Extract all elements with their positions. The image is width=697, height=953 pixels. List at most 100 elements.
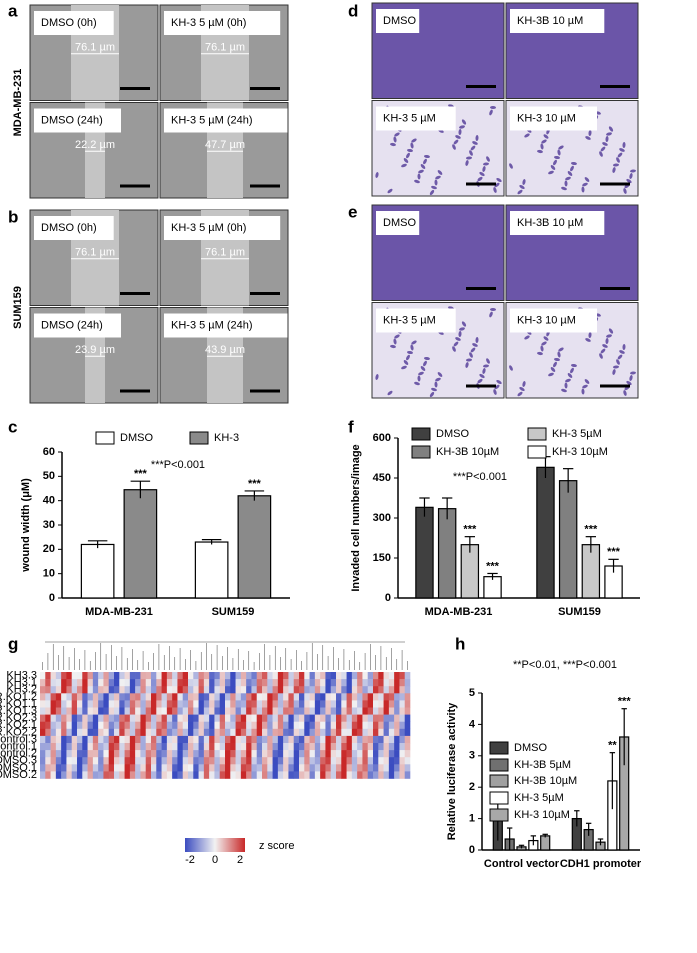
heatmap-cell: [129, 707, 136, 715]
heatmap-cell: [362, 764, 369, 772]
tile-label: KH-3 5 µM (0h): [171, 17, 246, 29]
y-axis-label: wound width (μM): [20, 478, 32, 573]
heatmap-cell: [203, 693, 210, 701]
heatmap-cell: [388, 693, 395, 701]
heatmap-cell: [108, 672, 115, 680]
heatmap-cell: [309, 764, 316, 772]
cell: [470, 145, 476, 151]
heatmap-cell: [182, 686, 189, 694]
cell: [479, 373, 485, 379]
cell: [403, 158, 409, 163]
heatmap-cell: [177, 679, 184, 687]
cell: [588, 332, 592, 338]
heatmap-cell: [198, 700, 205, 708]
heatmap-cell: [193, 743, 199, 751]
cell: [613, 365, 619, 369]
heatmap-cell: [272, 764, 279, 772]
heatmap-cell: [193, 714, 199, 722]
heatmap-cell: [246, 707, 252, 715]
heatmap-cell: [277, 700, 284, 708]
colorbar-label: z score: [259, 840, 294, 852]
heatmap-cell: [61, 771, 67, 779]
heatmap-cell: [378, 757, 384, 765]
heatmap-cell: [82, 750, 88, 758]
heatmap-cell: [145, 728, 152, 737]
heatmap-cell: [214, 686, 221, 694]
heatmap-row-label: DMSO.3: [0, 755, 37, 767]
heatmap-cell: [230, 707, 236, 715]
heatmap-cell: [225, 679, 231, 687]
heatmap-cell: [367, 700, 374, 708]
heatmap-cell: [367, 757, 374, 765]
heatmap-cell: [193, 679, 199, 687]
tile-label: DMSO (0h): [41, 17, 97, 29]
cell: [584, 379, 590, 384]
significance: ***: [618, 696, 632, 708]
heatmap-cell: [351, 764, 358, 772]
heatmap-cell: [388, 743, 395, 751]
cell: [567, 373, 573, 378]
heatmap-cell: [330, 672, 337, 680]
heatmap-cell: [50, 700, 57, 708]
cell: [630, 371, 636, 375]
heatmap-cell: [277, 728, 284, 737]
heatmap-cell: [341, 771, 347, 779]
heatmap-cell: [166, 693, 173, 701]
heatmap-cell: [235, 771, 242, 779]
heatmap-cell: [256, 735, 263, 744]
cell: [553, 361, 557, 368]
heatmap-cell: [177, 728, 184, 737]
panel-letter: f: [348, 417, 354, 436]
heatmap-cell: [256, 679, 263, 687]
cell: [414, 381, 420, 386]
heatmap-cell: [77, 771, 83, 779]
heatmap-cell: [388, 679, 395, 687]
heatmap-cell: [293, 700, 300, 708]
heatmap-cell: [293, 764, 300, 772]
heatmap-cell: [50, 743, 57, 751]
label-box: [164, 108, 288, 133]
heatmap-cell: [66, 714, 73, 722]
cell: [522, 381, 526, 387]
heatmap-cell: [188, 679, 194, 687]
heatmap-cell: [177, 693, 184, 701]
y-tick-label: 3: [469, 750, 475, 762]
cell: [453, 139, 459, 145]
heatmap-cell: [367, 693, 374, 701]
heatmap-cell: [262, 686, 268, 694]
heatmap-cell: [399, 686, 406, 694]
heatmap-cell: [240, 735, 247, 744]
heatmap-cell: [272, 707, 279, 715]
cell: [490, 307, 496, 312]
heatmap-cell: [119, 771, 125, 779]
heatmap-cell: [283, 728, 289, 737]
heatmap-cell: [373, 707, 379, 715]
heatmap-cell: [135, 764, 141, 772]
cell: [431, 387, 437, 392]
heatmap-cell: [230, 750, 236, 758]
heatmap-cell: [182, 728, 189, 737]
heatmap-cell: [283, 672, 289, 680]
cell: [390, 344, 396, 349]
heatmap-row-label: KH3.3: [6, 669, 37, 681]
heatmap-cell: [151, 721, 157, 730]
cell: [599, 353, 603, 359]
heatmap-cell: [203, 764, 210, 772]
heatmap-cell: [172, 728, 178, 737]
cell: [469, 352, 473, 358]
heatmap-cell: [320, 757, 326, 765]
heatmap-cell: [166, 721, 173, 730]
heatmap-cell: [209, 757, 215, 765]
heatmap-cell: [40, 693, 46, 701]
heatmap-cell: [151, 672, 157, 680]
heatmap-cell: [299, 707, 305, 715]
heatmap-cell: [283, 707, 289, 715]
heatmap-cell: [40, 714, 46, 722]
heatmap-cell: [129, 686, 136, 694]
heatmap-cell: [129, 750, 136, 758]
heatmap-cell: [193, 735, 199, 744]
heatmap-cell: [314, 757, 321, 765]
heatmap-cell: [214, 728, 221, 737]
heatmap-cell: [193, 700, 199, 708]
heatmap-cell: [314, 693, 321, 701]
